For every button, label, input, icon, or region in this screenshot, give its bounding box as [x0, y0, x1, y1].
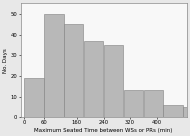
Bar: [104, 45, 123, 117]
X-axis label: Maximum Seated Time between WSs or PRs (min): Maximum Seated Time between WSs or PRs (…: [34, 128, 173, 132]
Bar: [163, 105, 183, 117]
Bar: [183, 107, 190, 117]
Bar: [24, 78, 44, 117]
Bar: [143, 90, 163, 117]
Bar: [124, 90, 143, 117]
Bar: [84, 41, 103, 117]
Y-axis label: No. Days: No. Days: [3, 48, 9, 73]
Bar: [64, 24, 83, 117]
Bar: [44, 14, 63, 117]
